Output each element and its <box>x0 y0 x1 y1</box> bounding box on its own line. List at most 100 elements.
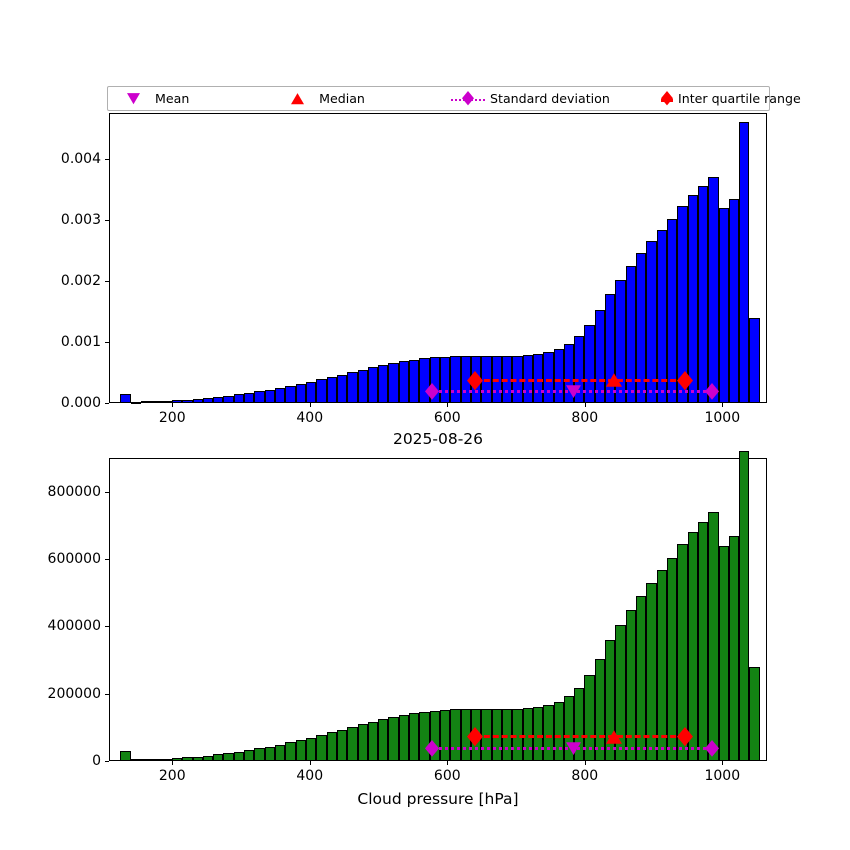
std-low-marker <box>425 382 440 400</box>
histogram-bar <box>367 721 379 761</box>
x-tick-mark <box>172 761 174 765</box>
histogram-bar <box>728 199 740 403</box>
legend-entry: Mean <box>116 87 280 110</box>
histogram-bar <box>708 177 719 403</box>
x-tick-label: 1000 <box>704 410 741 426</box>
histogram-bar <box>697 521 709 761</box>
y-tick-label: 200000 <box>47 685 101 702</box>
histogram-bar <box>646 582 657 761</box>
x-tick-label: 800 <box>571 768 599 784</box>
histogram-bar <box>563 696 575 761</box>
histogram-bar <box>378 365 389 403</box>
histogram-bar <box>543 705 554 761</box>
histogram-bar <box>429 710 441 761</box>
x-tick-label: 400 <box>296 768 324 784</box>
x-tick-label: 800 <box>571 410 599 426</box>
histogram-bar <box>285 742 296 761</box>
histogram-bar <box>161 400 172 403</box>
histogram-bar <box>357 369 368 403</box>
histogram-bar <box>625 609 637 761</box>
legend-marker-diamond-icon <box>661 90 673 108</box>
histogram-bar <box>553 349 564 403</box>
histogram-bar <box>182 757 193 761</box>
histogram-bar <box>192 756 203 761</box>
histogram-bar <box>419 358 430 403</box>
histogram-bar <box>140 758 152 761</box>
histogram-bar <box>192 399 203 403</box>
histogram-bar <box>739 451 750 761</box>
histogram-bar <box>264 389 276 403</box>
y-tick-mark <box>105 626 109 628</box>
histogram-bar <box>347 726 358 761</box>
histogram-bar <box>656 570 667 761</box>
y-tick-label: 800000 <box>47 483 101 500</box>
histogram-bar <box>501 709 513 761</box>
y-tick-label: 0 <box>92 753 101 769</box>
histogram-bar <box>275 388 286 403</box>
histogram-bar <box>388 363 399 403</box>
histogram-bar <box>543 352 554 403</box>
bottom-panel-xlabel: Cloud pressure [hPa] <box>357 790 519 808</box>
figure-title: 2025-08-26 <box>392 430 484 448</box>
histogram-bar <box>295 740 306 761</box>
histogram-bar <box>636 596 647 761</box>
histogram-bar <box>615 624 626 761</box>
histogram-bar <box>666 218 678 403</box>
histogram-bar <box>223 753 234 761</box>
q3-marker <box>677 370 694 391</box>
histogram-bar <box>336 729 348 761</box>
q1-marker <box>466 370 483 391</box>
histogram-bar <box>161 758 172 761</box>
x-tick-mark <box>309 761 311 765</box>
histogram-bar <box>223 395 234 403</box>
x-tick-label: 200 <box>158 410 186 426</box>
x-tick-label: 600 <box>433 410 461 426</box>
y-tick-mark <box>105 693 109 695</box>
histogram-bar <box>357 724 368 761</box>
histogram-bar <box>213 754 224 761</box>
legend-entry: Median <box>280 87 451 110</box>
y-tick-mark <box>105 341 109 344</box>
y-tick-mark <box>105 403 109 405</box>
median-marker <box>606 373 623 388</box>
x-tick-mark <box>584 403 586 407</box>
histogram-bar <box>522 708 533 761</box>
histogram-bar <box>295 384 306 403</box>
histogram-bar <box>605 640 616 761</box>
histogram-bar <box>326 377 337 403</box>
x-tick-mark <box>722 761 724 765</box>
histogram-bar <box>666 557 678 761</box>
y-tick-label: 0.003 <box>60 211 101 228</box>
y-tick-mark <box>105 559 109 561</box>
histogram-bar <box>687 532 698 761</box>
histogram-bar <box>409 359 420 403</box>
histogram-bar <box>213 397 224 403</box>
histogram-bar <box>275 744 286 761</box>
x-tick-label: 400 <box>296 410 324 426</box>
histogram-bar <box>594 310 606 403</box>
y-tick-label: 0.004 <box>60 150 101 167</box>
histogram-bar <box>285 386 296 403</box>
histogram-bar <box>677 543 688 761</box>
legend-entry: Standard deviation <box>451 87 661 110</box>
histogram-bar <box>450 355 461 403</box>
histogram-bar <box>140 401 152 404</box>
histogram-bar <box>254 391 265 403</box>
legend-marker-triangle-up-icon <box>280 90 314 108</box>
histogram-bar <box>378 719 389 761</box>
y-tick-mark <box>105 761 109 763</box>
legend-label: Mean <box>155 91 190 106</box>
histogram-bar <box>440 356 451 403</box>
x-tick-mark <box>584 761 586 765</box>
y-tick-label: 0.000 <box>60 395 101 411</box>
histogram-bar <box>316 735 327 761</box>
histogram-bar <box>718 207 729 403</box>
histogram-bar <box>398 361 410 403</box>
x-tick-label: 1000 <box>704 768 741 784</box>
y-tick-label: 600000 <box>47 551 101 567</box>
legend-label: Inter quartile range <box>678 91 801 106</box>
histogram-bar <box>574 687 585 761</box>
y-tick-mark <box>105 158 109 160</box>
histogram-bar <box>244 750 255 761</box>
